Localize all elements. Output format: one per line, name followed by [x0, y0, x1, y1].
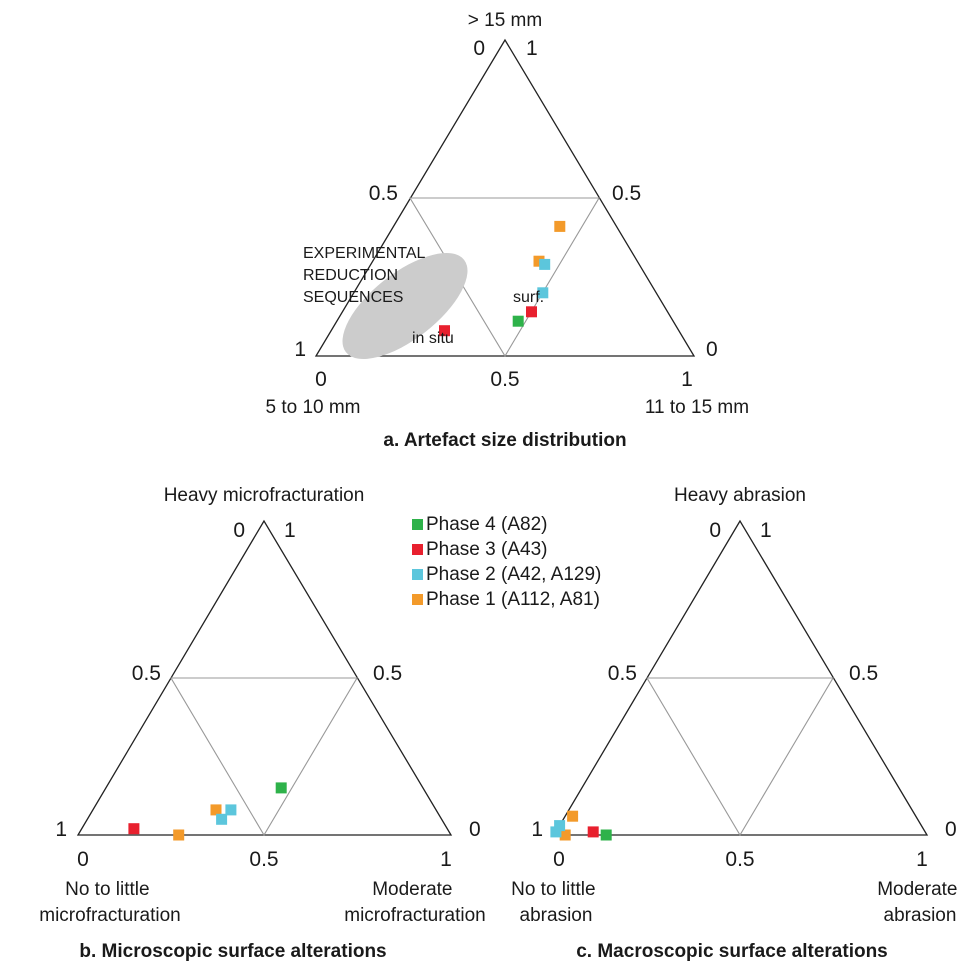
tick-right-side: 0 — [706, 338, 718, 361]
data-point — [512, 315, 524, 327]
label-in-situ: in situ — [412, 330, 454, 347]
corner-right-label-text: Moderate — [372, 879, 452, 900]
tick-bottom-mid: 0.5 — [725, 848, 754, 871]
tick-bottom-right: 1 — [440, 848, 452, 871]
corner-label-line-2: microfracturation — [39, 905, 181, 926]
panel-b-microscopic: 0 1 0.5 0.5 1 0 0 0.5 1 Heavy microfract… — [39, 485, 486, 962]
tick-mid-right: 0.5 — [849, 662, 878, 685]
tick-mid-left: 0.5 — [608, 662, 637, 685]
data-point — [587, 826, 599, 838]
data-point — [600, 829, 612, 841]
panel-b-points — [128, 782, 287, 841]
tick-bottom-left: 0 — [553, 848, 565, 871]
data-point — [554, 820, 566, 832]
data-point — [567, 810, 579, 822]
panel-c-title: c. Macroscopic surface alterations — [576, 941, 888, 962]
data-point — [537, 287, 549, 299]
tick-bottom-mid: 0.5 — [490, 368, 519, 391]
data-point — [533, 255, 545, 267]
corner-left-label-text: No to little — [65, 879, 149, 900]
legend-swatch-phase-3 — [412, 544, 423, 555]
legend-swatch-phase-2 — [412, 569, 423, 580]
data-point — [439, 325, 450, 337]
legend-swatch-phase-1 — [412, 594, 423, 605]
corner-label-line-2: abrasion — [884, 905, 957, 926]
tick-top-left: 0 — [233, 519, 245, 542]
panel-b-title: b. Microscopic surface alterations — [79, 941, 386, 962]
tick-bottom-right: 1 — [681, 368, 693, 391]
annotation-line-2: REDUCTION — [303, 267, 398, 284]
data-point — [128, 823, 140, 835]
panel-a-artefact-size: 0 1 0.5 0.5 1 0 0 0.5 1 > 15 mm 5 to 10 … — [265, 10, 749, 451]
tick-right-side: 0 — [945, 818, 957, 841]
data-point — [210, 804, 222, 816]
legend-label-phase-3: Phase 3 (A43) — [426, 539, 547, 560]
data-point — [554, 220, 566, 232]
tick-bottom-mid: 0.5 — [249, 848, 278, 871]
corner-right-label: 11 to 15 mm — [645, 397, 749, 418]
corner-label-line-2: microfracturation — [344, 905, 486, 926]
tick-mid-right: 0.5 — [373, 662, 402, 685]
tick-right-side: 0 — [469, 818, 481, 841]
tick-bottom-left: 0 — [77, 848, 89, 871]
corner-top-label: Heavy abrasion — [674, 485, 806, 506]
annotation-line-3: SEQUENCES — [303, 289, 403, 306]
legend-label-phase-2: Phase 2 (A42, A129) — [426, 564, 601, 585]
data-point — [539, 258, 551, 270]
data-point — [216, 813, 228, 825]
tick-mid-right: 0.5 — [612, 182, 641, 205]
tick-left-side: 1 — [531, 818, 543, 841]
data-point — [173, 829, 185, 841]
corner-top-label: Heavy microfracturation — [164, 485, 365, 506]
panel-a-title: a. Artefact size distribution — [383, 430, 626, 451]
legend-label-phase-4: Phase 4 (A82) — [426, 514, 547, 535]
experimental-zone — [342, 253, 468, 359]
annotation-line-1: EXPERIMENTAL — [303, 245, 426, 262]
corner-left-label: 5 to 10 mm — [265, 397, 360, 418]
legend-label-phase-1: Phase 1 (A112, A81) — [426, 589, 600, 610]
tick-bottom-left: 0 — [315, 368, 327, 391]
legend-swatch-phase-4 — [412, 519, 423, 530]
tick-top-left: 0 — [473, 37, 485, 60]
ternary-inner-grid — [170, 677, 358, 837]
corner-top-label: > 15 mm — [468, 10, 542, 31]
legend: Phase 4 (A82) Phase 3 (A43) Phase 2 (A42… — [412, 514, 601, 610]
panel-a-points — [439, 220, 566, 337]
data-point — [550, 826, 562, 838]
corner-left-label: No to little microfracturation — [39, 879, 181, 926]
tick-top-left: 0 — [709, 519, 721, 542]
tick-top-right: 1 — [760, 519, 772, 542]
panel-c-points — [550, 810, 612, 841]
ternary-inner-grid — [646, 677, 834, 837]
corner-left-label-text: No to little — [511, 879, 595, 900]
panel-c-macroscopic: 0 1 0.5 0.5 1 0 0 0.5 1 Heavy abrasion N… — [511, 485, 963, 962]
data-point — [526, 306, 537, 318]
corner-left-label: No to little abrasion — [511, 879, 601, 926]
data-point — [225, 804, 237, 816]
label-surf: surf. — [513, 289, 544, 306]
data-point — [559, 829, 571, 841]
corner-right-label: Moderate abrasion — [877, 879, 963, 926]
tick-top-right: 1 — [526, 37, 538, 60]
tick-mid-left: 0.5 — [369, 182, 398, 205]
tick-top-right: 1 — [284, 519, 296, 542]
tick-mid-left: 0.5 — [132, 662, 161, 685]
corner-right-label-text: Moderate — [877, 879, 957, 900]
corner-label-line-2: abrasion — [520, 905, 593, 926]
tick-left-side: 1 — [294, 338, 306, 361]
corner-right-label: Moderate microfracturation — [344, 879, 486, 926]
data-point — [275, 782, 287, 794]
tick-left-side: 1 — [55, 818, 67, 841]
tick-bottom-right: 1 — [916, 848, 928, 871]
